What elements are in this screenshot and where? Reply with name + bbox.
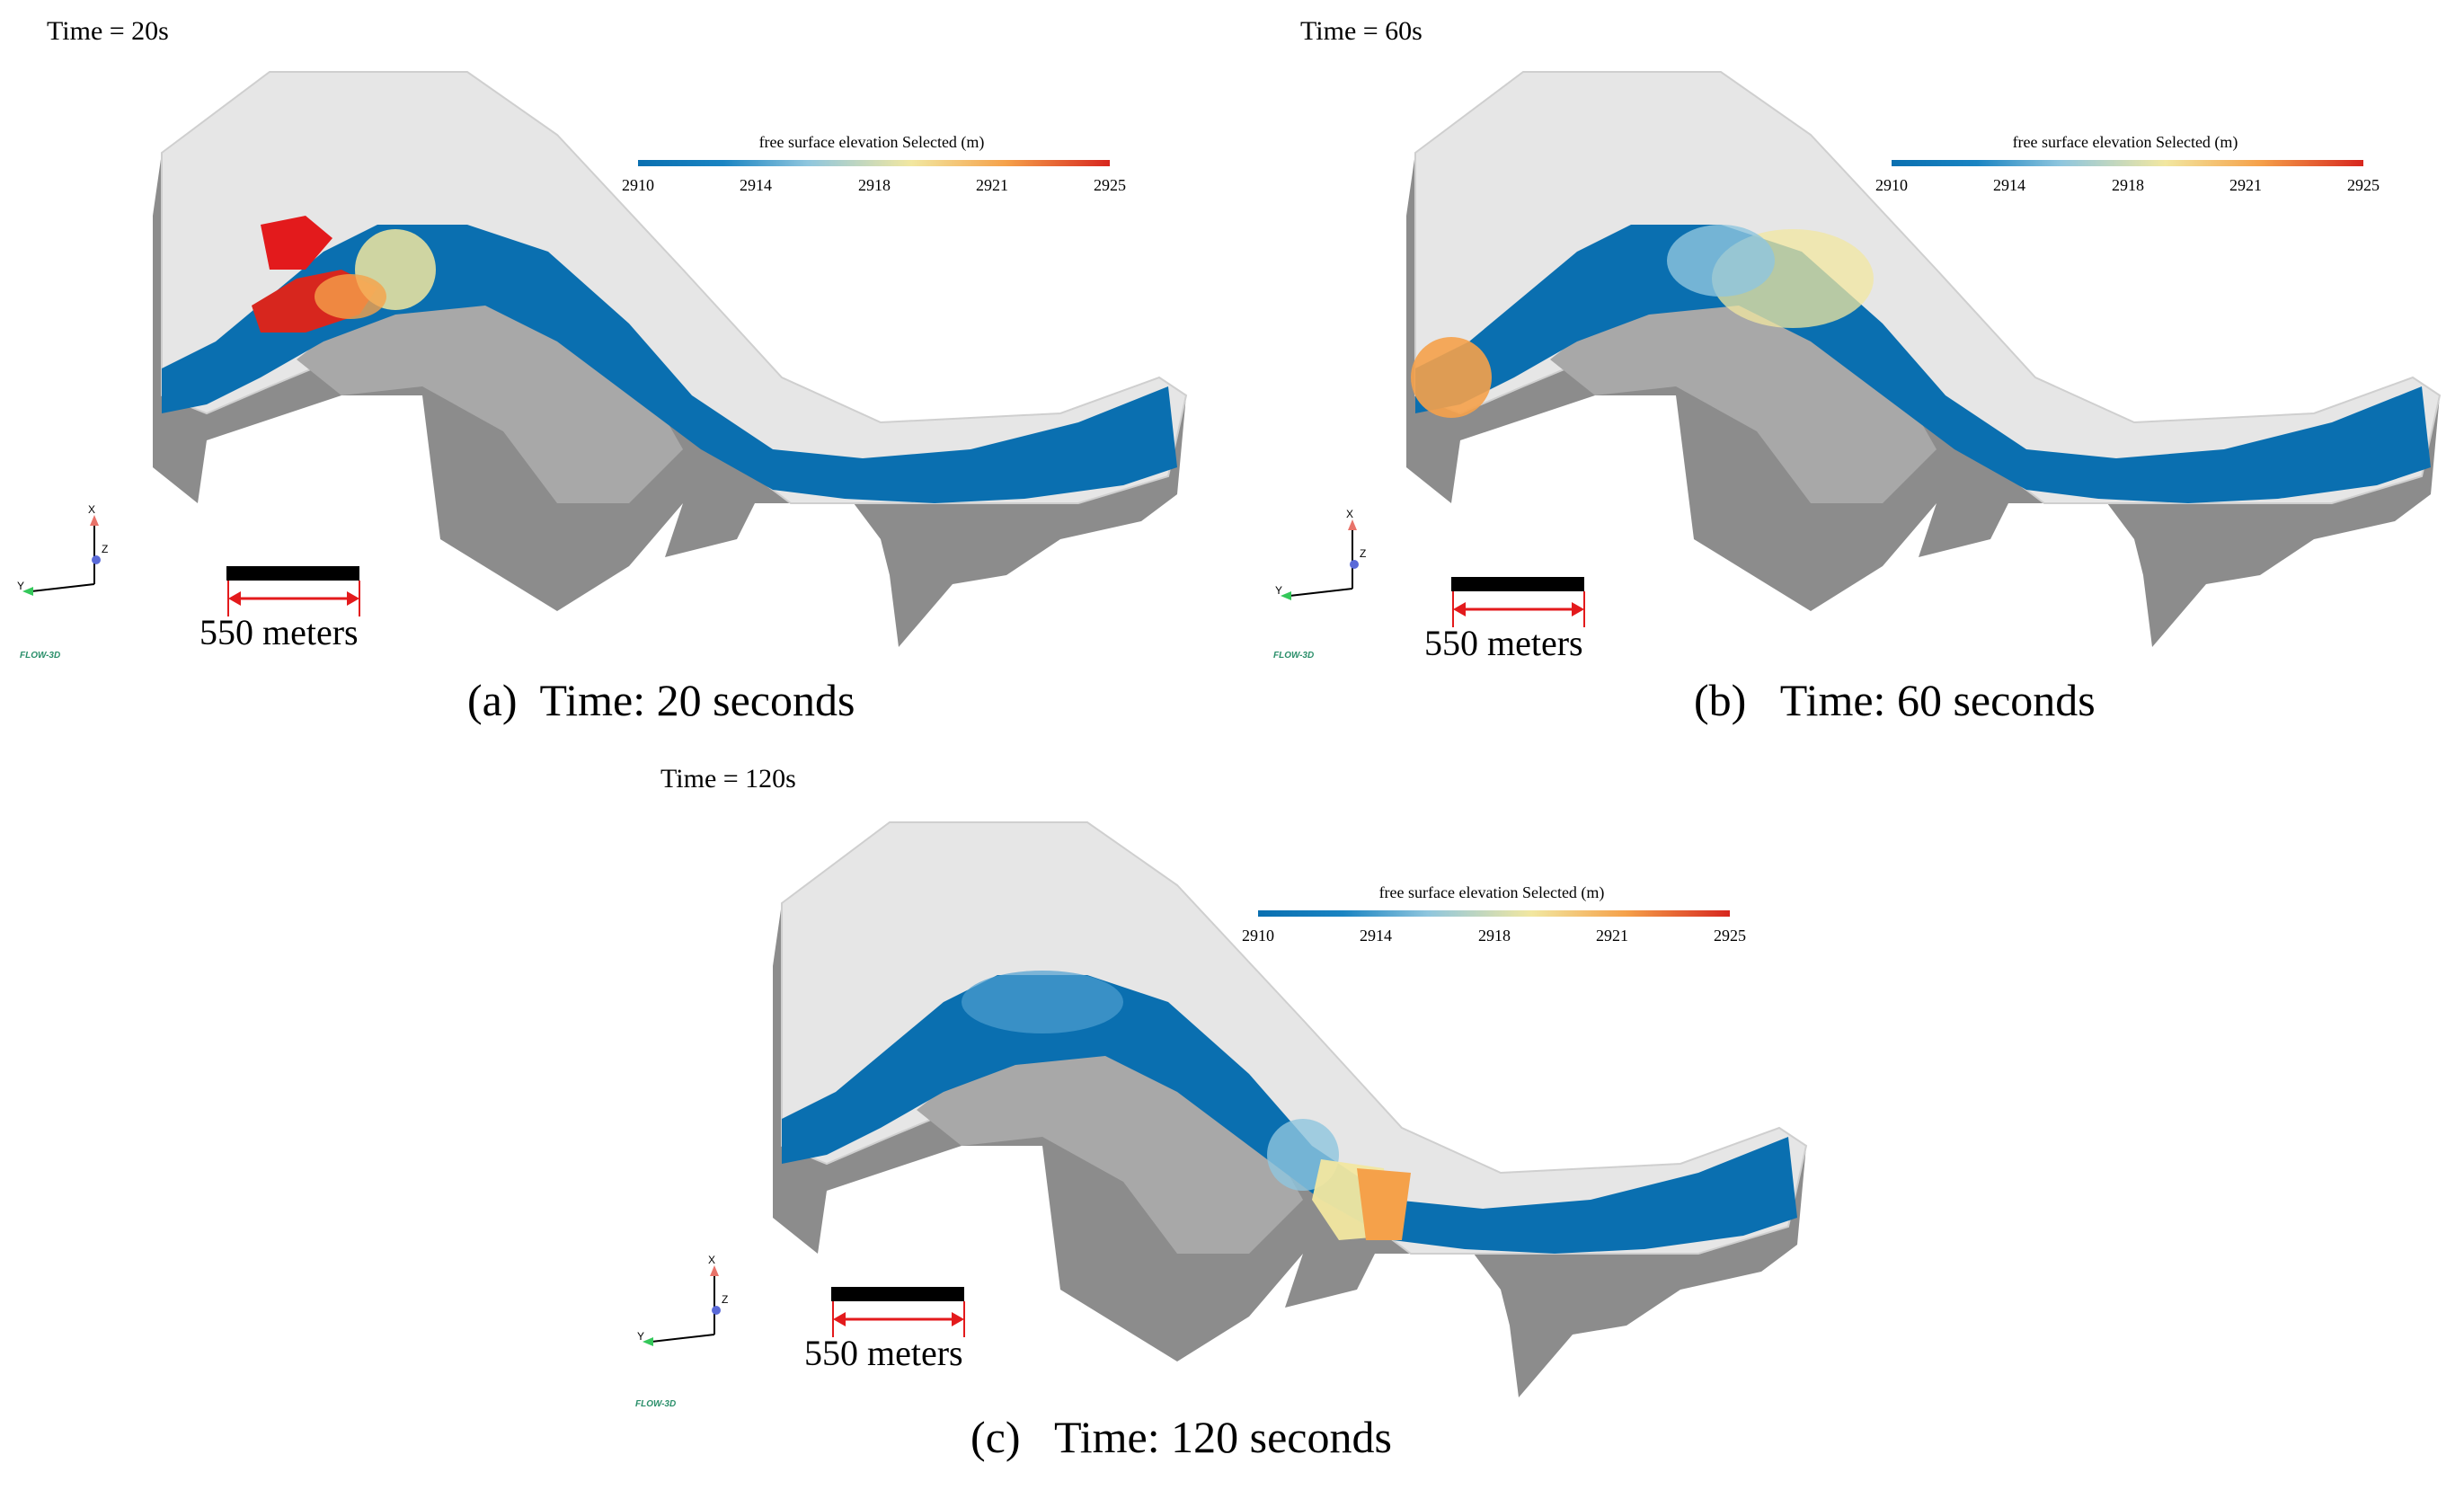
scale-bar-black — [226, 566, 359, 581]
legend-colorbar — [638, 160, 1110, 166]
color-legend: free surface elevation Selected (m) 2910… — [620, 133, 1126, 205]
legend-tick: 2921 — [2229, 176, 2262, 194]
scale-bar: 550 meters — [804, 1287, 1038, 1395]
legend-tick: 2918 — [1478, 927, 1511, 945]
scale-label: 550 meters — [804, 1333, 963, 1373]
legend-tick: 2925 — [1714, 927, 1746, 945]
axis-y-label: Y — [17, 580, 24, 592]
caption: (c) Time: 120 seconds — [971, 1412, 1392, 1462]
legend-title: free surface elevation Selected (m) — [2012, 133, 2238, 151]
axis-z-label: Z — [1360, 547, 1366, 560]
caption: (b) Time: 60 seconds — [1694, 675, 2096, 725]
flow3d-logo: FLOW-3D — [1273, 651, 1315, 661]
flow3d-logo: FLOW-3D — [20, 651, 61, 661]
panel-a: Time = 20s free surface elevation Select… — [0, 0, 1232, 740]
scale-bar: 550 meters — [1424, 577, 1658, 685]
legend-tick: 2914 — [740, 176, 772, 194]
terrain-model — [153, 71, 1188, 647]
legend-tick: 2910 — [622, 176, 654, 194]
legend-tick: 2918 — [858, 176, 891, 194]
legend-colorbar — [1892, 160, 2363, 166]
time-label: Time = 20s — [47, 16, 169, 46]
scale-label: 550 meters — [1424, 623, 1583, 663]
axis-triad: X Z Y — [1275, 508, 1366, 600]
scale-bar-black — [1451, 577, 1584, 591]
legend-tick: 2925 — [2347, 176, 2380, 194]
axis-x-label: X — [88, 503, 95, 516]
legend-tick: 2910 — [1875, 176, 1908, 194]
color-legend: free surface elevation Selected (m) 2910… — [1874, 133, 2380, 205]
terrain-model — [1406, 71, 2442, 647]
flow3d-logo: FLOW-3D — [635, 1399, 677, 1409]
axis-x-label: X — [708, 1254, 715, 1266]
axis-y-label: Y — [1275, 584, 1282, 597]
scale-label: 550 meters — [199, 612, 359, 652]
water-surface — [782, 975, 1797, 1254]
legend-tick: 2910 — [1242, 927, 1274, 945]
legend-colorbar — [1258, 910, 1730, 917]
panel-c: Time = 120s free surface elevation Selec… — [620, 750, 1852, 1490]
legend-tick: 2921 — [976, 176, 1008, 194]
legend-tick: 2918 — [2112, 176, 2144, 194]
legend-tick: 2914 — [1360, 927, 1392, 945]
time-label: Time = 60s — [1300, 16, 1423, 46]
terrain-model — [773, 821, 1808, 1397]
color-legend: free surface elevation Selected (m) 2910… — [1240, 883, 1746, 955]
scale-bar: 550 meters — [199, 566, 433, 674]
panel-b: Time = 60s free surface elevation Select… — [1254, 0, 2464, 740]
axis-z-label: Z — [722, 1293, 728, 1306]
time-label: Time = 120s — [660, 764, 796, 794]
axis-z-label: Z — [102, 543, 108, 555]
scale-arrow — [832, 1301, 965, 1337]
legend-title: free surface elevation Selected (m) — [758, 133, 985, 151]
axis-triad: X Z Y — [17, 503, 108, 596]
legend-tick: 2925 — [1094, 176, 1126, 194]
legend-tick: 2914 — [1993, 176, 2025, 194]
axis-triad: X Z Y — [637, 1254, 728, 1346]
water-surface — [1415, 225, 2431, 503]
legend-tick: 2921 — [1596, 927, 1628, 945]
axis-x-label: X — [1346, 508, 1353, 520]
axis-y-label: Y — [637, 1330, 644, 1343]
scale-arrow — [227, 581, 360, 616]
legend-title: free surface elevation Selected (m) — [1378, 883, 1605, 901]
scale-bar-black — [831, 1287, 964, 1301]
scale-arrow — [1452, 591, 1585, 627]
caption: (a) Time: 20 seconds — [467, 675, 855, 725]
